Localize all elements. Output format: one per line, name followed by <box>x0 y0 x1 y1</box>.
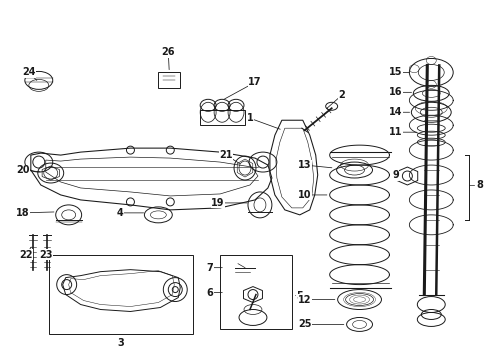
Text: 10: 10 <box>297 190 311 200</box>
Text: 9: 9 <box>391 170 398 180</box>
Text: 3: 3 <box>117 338 123 348</box>
Bar <box>49 255 193 334</box>
Text: 24: 24 <box>22 67 36 77</box>
Text: 1: 1 <box>246 113 253 123</box>
Text: 7: 7 <box>206 263 213 273</box>
Text: 23: 23 <box>39 250 52 260</box>
Bar <box>220 255 291 329</box>
Text: 22: 22 <box>19 250 33 260</box>
Text: 20: 20 <box>16 165 30 175</box>
Text: 13: 13 <box>297 160 311 170</box>
Text: 17: 17 <box>248 77 261 87</box>
Text: 25: 25 <box>297 319 311 329</box>
Text: 2: 2 <box>338 90 345 100</box>
Bar <box>158 72 180 88</box>
Text: 5: 5 <box>296 291 303 301</box>
Text: 6: 6 <box>206 288 213 298</box>
Text: 8: 8 <box>475 180 482 190</box>
Text: 26: 26 <box>161 48 175 58</box>
Text: 14: 14 <box>388 107 401 117</box>
Text: 15: 15 <box>388 67 401 77</box>
Text: 19: 19 <box>211 198 224 208</box>
Text: 4: 4 <box>117 208 123 218</box>
Text: 21: 21 <box>219 150 232 160</box>
Text: 18: 18 <box>16 208 30 218</box>
Text: 16: 16 <box>388 87 401 97</box>
Text: 11: 11 <box>388 127 401 137</box>
Text: 12: 12 <box>297 294 311 305</box>
